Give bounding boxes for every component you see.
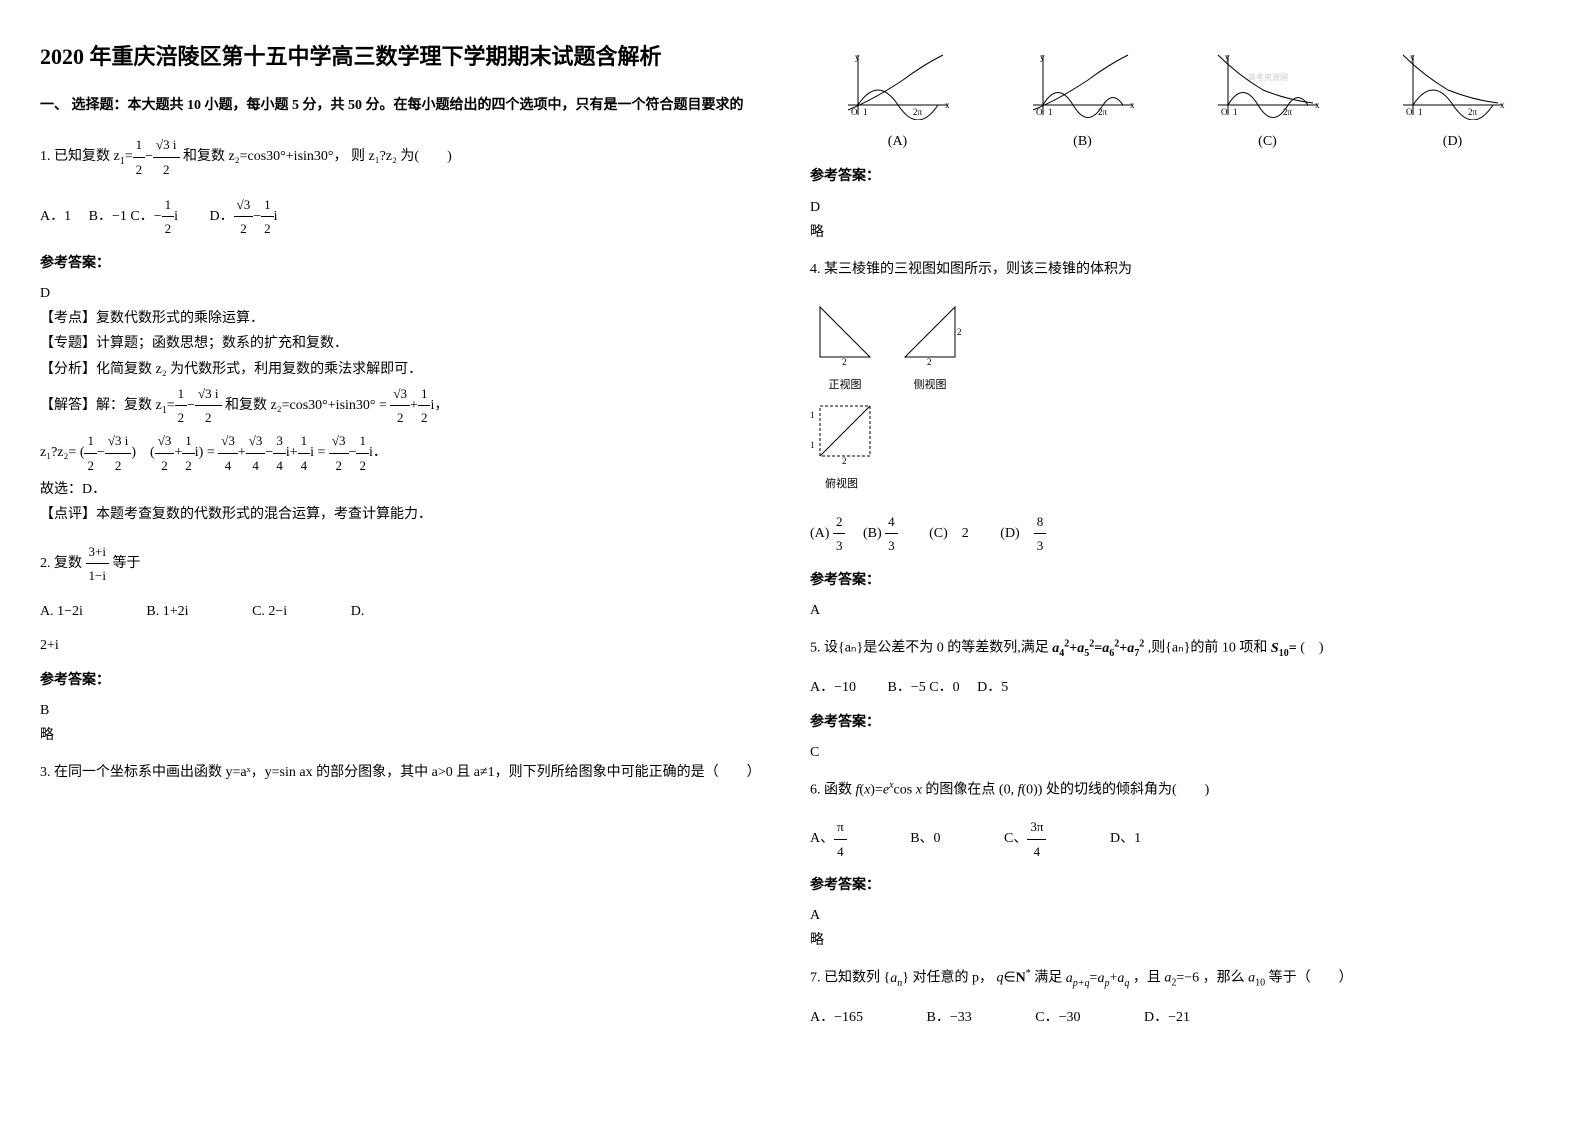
question-7: 7. 已知数列 {an} 对任意的 p， q∈N* 满足 ap+q=ap+aq … xyxy=(810,965,1540,992)
q1-solution2: z₁?z₂= (12−√3 i2) (√32+12i) = √34+√34−34… xyxy=(40,429,770,477)
q1-answer: D xyxy=(40,281,770,306)
q5-options: A．−10 B．−5 C．0 D．5 xyxy=(810,675,1540,700)
q1-analysis1: 【考点】复数代数形式的乘除运算． xyxy=(40,306,770,331)
q1-analysis3: 【分析】化简复数 z₂ 为代数形式，利用复数的乘法求解即可． xyxy=(40,357,770,382)
graph-a-label: (A) xyxy=(810,129,985,154)
q3-brief: 略 xyxy=(810,220,1540,245)
question-2: 2. 复数 3+i1−i 等于 xyxy=(40,540,770,588)
svg-text:O: O xyxy=(1221,107,1228,117)
page-title: 2020 年重庆涪陵区第十五中学高三数学理下学期期末试题含解析 xyxy=(40,40,770,73)
question-1: 1. 已知复数 z1=12−√3 i2 和复数 z₂=cos30°+isin30… xyxy=(40,133,770,181)
q6-answer: A xyxy=(810,903,1540,928)
graph-d-svg: y x O 1 2π xyxy=(1398,50,1508,120)
q1-solution: 【解答】解：复数 z1=12−√3 i2 和复数 z₂=cos30°+isin3… xyxy=(40,382,770,430)
question-4: 4. 某三棱锥的三视图如图所示，则该三棱锥的体积为 xyxy=(810,257,1540,282)
svg-text:O: O xyxy=(1406,107,1413,117)
q1-opt-c-pre: C． xyxy=(130,209,153,224)
q3-answer-label: 参考答案： xyxy=(810,164,1540,189)
q6-brief: 略 xyxy=(810,928,1540,953)
q1-analysis2: 【专题】计算题；函数思想；数系的扩充和复数． xyxy=(40,331,770,356)
q2-answer-label: 参考答案： xyxy=(40,668,770,693)
svg-text:1: 1 xyxy=(863,107,868,117)
graph-c-svg: y x O 1 2π 高考资源网 xyxy=(1213,50,1323,120)
section-header: 一、 选择题：本大题共 10 小题，每小题 5 分，共 50 分。在每小题给出的… xyxy=(40,93,770,118)
svg-text:2: 2 xyxy=(957,327,962,337)
q5-answer: C xyxy=(810,740,1540,765)
q1-answer-label: 参考答案： xyxy=(40,251,770,276)
svg-text:2: 2 xyxy=(927,357,932,367)
q2-brief: 略 xyxy=(40,723,770,748)
tri-views: 2 正视图 2 2 侧视图 2 1 xyxy=(810,297,1540,495)
graph-b-label: (B) xyxy=(995,129,1170,154)
svg-text:2π: 2π xyxy=(913,107,923,117)
q6-options: A、π4 B、0 C、3π4 D、1 xyxy=(810,815,1540,863)
q4-options: (A) 23 (B) 43 (C) 2 (D) 83 xyxy=(810,510,1540,558)
top-view-svg: 2 1 1 xyxy=(810,396,880,466)
q2-options: A. 1−2i B. 1+2i C. 2−i D. xyxy=(40,599,770,624)
q6-answer-label: 参考答案： xyxy=(810,873,1540,898)
svg-text:y: y xyxy=(1410,52,1415,62)
svg-text:2π: 2π xyxy=(1098,107,1108,117)
svg-text:高考资源网: 高考资源网 xyxy=(1248,72,1288,82)
svg-text:1: 1 xyxy=(1048,107,1053,117)
svg-text:x: x xyxy=(1315,100,1320,110)
svg-text:y: y xyxy=(1040,52,1045,62)
svg-text:2: 2 xyxy=(842,456,847,466)
q1-opt-a: A．1 xyxy=(40,209,71,224)
question-3: 3. 在同一个坐标系中画出函数 y=aˣ，y=sin ax 的部分图象，其中 a… xyxy=(40,760,770,785)
q1-text-pre: 1. 已知复数 xyxy=(40,149,110,164)
graph-c-label: (C) xyxy=(1180,129,1355,154)
question-6: 6. 函数 f(x)=excos x 的图像在点 (0, f(0)) 处的切线的… xyxy=(810,777,1540,803)
q2-answer: B xyxy=(40,698,770,723)
svg-text:2π: 2π xyxy=(1283,107,1293,117)
q4-answer-label: 参考答案： xyxy=(810,568,1540,593)
svg-text:1: 1 xyxy=(1418,107,1423,117)
svg-text:1: 1 xyxy=(810,410,815,420)
side-view-svg: 2 2 xyxy=(895,297,965,367)
svg-text:x: x xyxy=(1500,100,1505,110)
graph-b-svg: y x O 1 2π xyxy=(1028,50,1138,120)
svg-text:x: x xyxy=(1130,100,1135,110)
q3-answer: D xyxy=(810,195,1540,220)
q5-answer-label: 参考答案： xyxy=(810,710,1540,735)
svg-text:y: y xyxy=(1225,52,1230,62)
q1-opt-b: B．−1 xyxy=(89,209,127,224)
front-view-svg: 2 xyxy=(810,297,880,367)
q7-options: A．−165 B．−33 C．−30 D．−21 xyxy=(810,1005,1540,1030)
q1-comment: 【点评】本题考查复数的代数形式的混合运算，考查计算能力． xyxy=(40,502,770,527)
svg-text:y: y xyxy=(855,52,860,62)
svg-text:1: 1 xyxy=(1233,107,1238,117)
q4-answer: A xyxy=(810,598,1540,623)
svg-text:1: 1 xyxy=(810,440,815,450)
question-5: 5. 设{aₙ}是公差不为 0 的等差数列,满足 a42+a52=a62+a72… xyxy=(810,635,1540,662)
svg-text:x: x xyxy=(945,100,950,110)
q3-graphs: y x O 1 2π (A) y x O 1 2π xyxy=(810,50,1540,154)
svg-text:2: 2 xyxy=(842,357,847,367)
q2-opt-d: 2+i xyxy=(40,633,770,658)
graph-d-label: (D) xyxy=(1365,129,1540,154)
graph-a-svg: y x O 1 2π xyxy=(843,50,953,120)
q1-conclusion: 故选：D． xyxy=(40,477,770,502)
q1-opt-d-pre: D． xyxy=(210,209,234,224)
q1-options: A．1 B．−1 C．−12i D．√32−12i xyxy=(40,193,770,241)
q1-text-mid: 和复数 z₂=cos30°+isin30°， 则 z₁?z₂ 为( ) xyxy=(183,149,452,164)
svg-text:2π: 2π xyxy=(1468,107,1478,117)
